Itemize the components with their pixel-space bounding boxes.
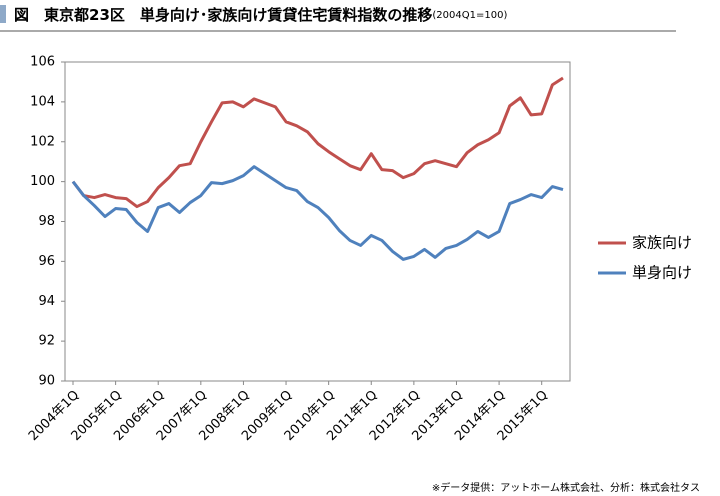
subtitle: (2004Q1=100) — [432, 10, 507, 21]
source-note: ※データ提供：アットホーム株式会社、分析：株式会社タス — [432, 481, 700, 494]
y-tick-label: 94 — [38, 294, 55, 309]
title: 図 東京都23区 単身向け･家族向け賃貸住宅賃料指数の推移 — [14, 6, 432, 24]
legend-label: 単身向け — [632, 264, 692, 282]
plot-area — [64, 61, 571, 382]
title-marker — [0, 5, 6, 23]
line — [71, 76, 564, 209]
y-tick-label: 102 — [30, 134, 55, 149]
chart-title: 図 東京都23区 単身向け･家族向け賃貸住宅賃料指数の推移(2004Q1=100… — [14, 6, 507, 24]
y-tick-label: 92 — [38, 334, 55, 349]
y-tick-label: 104 — [30, 94, 55, 109]
y-tick-label: 100 — [30, 174, 55, 189]
y-tick-label: 96 — [38, 254, 55, 269]
y-tick-label: 90 — [38, 374, 55, 389]
y-tick-label: 98 — [38, 214, 55, 229]
line — [71, 165, 564, 261]
legend-label: 家族向け — [632, 234, 692, 252]
y-tick-label: 106 — [30, 55, 55, 70]
